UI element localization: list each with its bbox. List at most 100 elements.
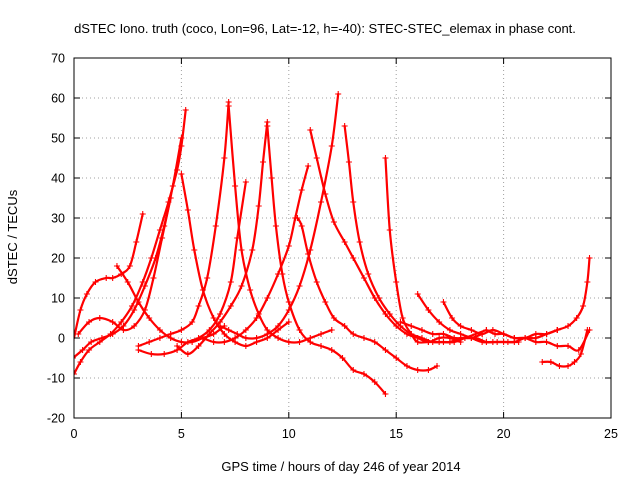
data-point bbox=[382, 347, 389, 353]
data-point bbox=[75, 331, 82, 337]
data-point bbox=[339, 355, 346, 361]
data-point bbox=[167, 331, 174, 337]
y-tick-label: 10 bbox=[51, 292, 65, 306]
data-point bbox=[242, 179, 249, 185]
data-point bbox=[225, 103, 232, 109]
data-point bbox=[345, 159, 352, 165]
data-point bbox=[118, 319, 125, 325]
data-point bbox=[382, 391, 389, 397]
data-point bbox=[191, 247, 198, 253]
data-point bbox=[74, 357, 76, 359]
series-line bbox=[137, 100, 230, 348]
data-point bbox=[113, 263, 120, 269]
data-point bbox=[580, 303, 587, 309]
data-point bbox=[225, 327, 232, 333]
y-tick-label: 20 bbox=[51, 252, 65, 266]
data-point bbox=[565, 343, 572, 349]
data-point bbox=[446, 327, 453, 333]
data-point bbox=[92, 279, 99, 285]
data-point bbox=[159, 235, 166, 241]
data-point bbox=[285, 339, 292, 345]
data-point bbox=[393, 355, 400, 361]
series-line bbox=[77, 196, 172, 336]
data-point bbox=[457, 323, 464, 329]
data-point bbox=[522, 335, 529, 341]
data-point bbox=[189, 319, 196, 325]
data-point bbox=[436, 339, 443, 345]
data-point bbox=[217, 323, 224, 329]
data-point bbox=[489, 327, 496, 333]
data-point bbox=[285, 243, 292, 249]
data-point bbox=[86, 347, 93, 353]
data-point bbox=[178, 171, 185, 177]
data-point bbox=[182, 107, 189, 113]
data-point bbox=[195, 343, 202, 349]
data-point bbox=[156, 227, 163, 233]
data-point bbox=[440, 331, 447, 337]
series-line bbox=[176, 120, 269, 356]
data-point bbox=[150, 275, 157, 281]
data-point bbox=[330, 219, 337, 225]
data-point bbox=[418, 327, 425, 333]
data-point bbox=[360, 275, 367, 281]
data-point bbox=[139, 279, 146, 285]
data-point bbox=[307, 127, 314, 133]
data-point bbox=[446, 339, 453, 345]
series-arc-m bbox=[294, 215, 441, 373]
data-point bbox=[350, 255, 357, 261]
data-point bbox=[174, 343, 181, 349]
data-point bbox=[275, 271, 282, 277]
data-point bbox=[285, 319, 292, 325]
x-axis-label: GPS time / hours of day 246 of year 2014 bbox=[221, 459, 460, 474]
series-arc-j bbox=[174, 119, 271, 357]
data-point bbox=[440, 299, 447, 305]
y-tick-label: 40 bbox=[51, 172, 65, 186]
data-point bbox=[272, 223, 279, 229]
data-point bbox=[500, 339, 507, 345]
data-point bbox=[307, 247, 314, 253]
x-tick-label: 25 bbox=[604, 427, 618, 441]
data-point bbox=[79, 347, 86, 353]
data-point bbox=[221, 339, 228, 345]
series-arc-w bbox=[532, 255, 593, 341]
x-tick-label: 10 bbox=[282, 427, 296, 441]
data-point bbox=[141, 283, 148, 289]
data-point bbox=[577, 351, 584, 357]
data-point bbox=[260, 159, 267, 165]
data-point bbox=[350, 367, 357, 373]
data-point bbox=[468, 335, 475, 341]
data-point bbox=[414, 291, 421, 297]
data-point bbox=[296, 339, 303, 345]
y-tick-label: 50 bbox=[51, 132, 65, 146]
y-tick-label: 70 bbox=[51, 52, 65, 66]
data-point bbox=[328, 347, 335, 353]
series-arc-c bbox=[74, 135, 185, 359]
data-point bbox=[556, 363, 563, 369]
data-point bbox=[318, 331, 325, 337]
data-point bbox=[305, 163, 312, 169]
data-point bbox=[264, 331, 271, 337]
data-point bbox=[109, 275, 116, 281]
data-point bbox=[511, 335, 518, 341]
data-point bbox=[217, 311, 224, 317]
data-point bbox=[139, 211, 146, 217]
data-point bbox=[365, 271, 372, 277]
data-point bbox=[414, 339, 421, 345]
data-point bbox=[575, 347, 582, 353]
data-point bbox=[178, 327, 185, 333]
data-point bbox=[341, 239, 348, 245]
series-line bbox=[74, 108, 187, 376]
data-point bbox=[335, 91, 342, 97]
data-point bbox=[247, 287, 254, 293]
series-line bbox=[266, 124, 387, 396]
x-tick-label: 15 bbox=[389, 427, 403, 441]
plot-area bbox=[74, 91, 593, 397]
data-point bbox=[543, 331, 550, 337]
data-point bbox=[414, 367, 421, 373]
y-tick-label: 60 bbox=[51, 92, 65, 106]
data-point bbox=[434, 363, 441, 369]
data-point bbox=[408, 323, 415, 329]
data-point bbox=[227, 279, 234, 285]
data-point bbox=[169, 183, 176, 189]
data-point bbox=[425, 367, 432, 373]
